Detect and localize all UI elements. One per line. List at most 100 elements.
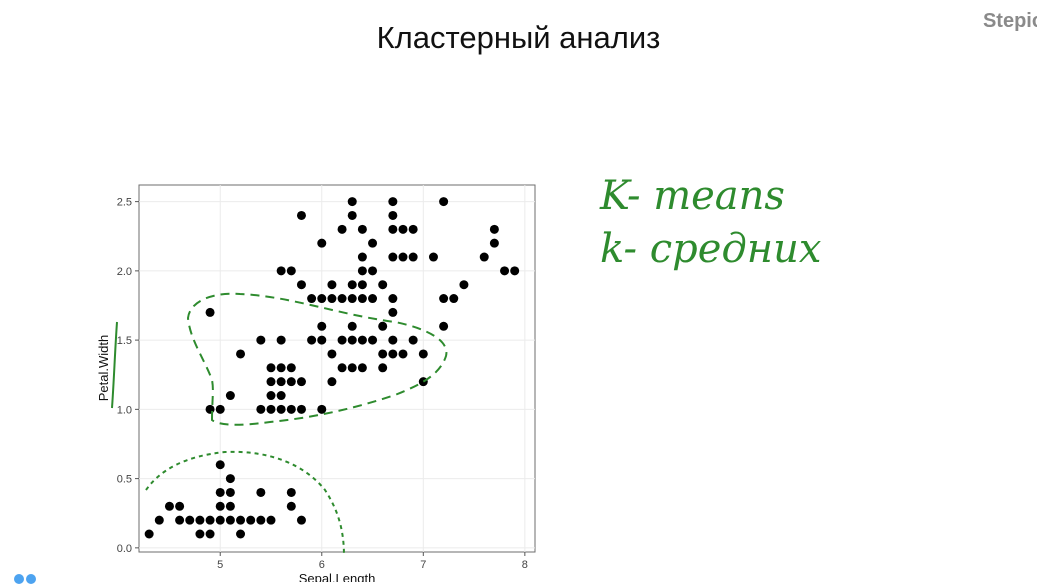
data-point xyxy=(225,474,235,484)
cluster-outline-lower xyxy=(145,450,345,557)
data-point xyxy=(296,210,306,220)
data-point xyxy=(307,294,317,304)
data-point xyxy=(296,404,306,414)
data-point xyxy=(378,349,388,359)
data-point xyxy=(317,404,327,414)
data-point xyxy=(357,294,367,304)
data-point xyxy=(276,404,286,414)
x-axis-label: Sepal.Length xyxy=(299,571,376,582)
data-point xyxy=(459,280,469,290)
data-points xyxy=(144,197,520,539)
data-point xyxy=(317,335,327,345)
data-point xyxy=(439,321,449,331)
data-point xyxy=(205,307,215,317)
data-point xyxy=(489,238,499,248)
y-tick-label: 0.5 xyxy=(117,474,132,486)
data-point xyxy=(154,515,164,525)
y-tick-label: 2.0 xyxy=(117,266,132,278)
slide-title: Кластерный анализ xyxy=(376,20,661,55)
y-axis-label: Petal.Width xyxy=(96,335,111,401)
data-point xyxy=(215,515,225,525)
data-point xyxy=(347,280,357,290)
x-tick-label: 5 xyxy=(217,559,223,571)
data-point xyxy=(286,363,296,373)
data-point xyxy=(368,335,378,345)
data-point xyxy=(236,349,246,359)
data-point xyxy=(418,349,428,359)
data-point xyxy=(225,501,235,511)
data-point xyxy=(388,224,398,234)
data-point xyxy=(195,515,205,525)
data-point xyxy=(398,349,408,359)
data-point xyxy=(347,321,357,331)
blue-dot-icon xyxy=(26,574,36,584)
data-point xyxy=(317,238,327,248)
data-point xyxy=(276,266,286,276)
data-point xyxy=(378,363,388,373)
data-point xyxy=(388,294,398,304)
data-point xyxy=(378,280,388,290)
data-point xyxy=(286,501,296,511)
data-point xyxy=(296,280,306,290)
data-point xyxy=(479,252,489,262)
data-point xyxy=(276,391,286,401)
data-point xyxy=(388,197,398,207)
data-point xyxy=(175,515,185,525)
data-point xyxy=(337,335,347,345)
y-tick-label: 0.0 xyxy=(117,543,132,555)
data-point xyxy=(347,335,357,345)
data-point xyxy=(439,197,449,207)
data-point xyxy=(327,280,337,290)
data-point xyxy=(205,529,215,539)
data-point xyxy=(256,487,266,497)
data-point xyxy=(236,529,246,539)
data-point xyxy=(317,321,327,331)
x-tick-label: 8 xyxy=(522,559,528,571)
data-point xyxy=(286,487,296,497)
data-point xyxy=(225,487,235,497)
data-point xyxy=(388,307,398,317)
data-point xyxy=(286,266,296,276)
data-point xyxy=(307,335,317,345)
data-point xyxy=(378,321,388,331)
data-point xyxy=(276,377,286,387)
data-point xyxy=(256,404,266,414)
data-point xyxy=(246,515,256,525)
annotation-k-srednih: k- средних xyxy=(600,226,821,272)
data-point xyxy=(185,515,195,525)
data-point xyxy=(388,349,398,359)
data-point xyxy=(195,529,205,539)
y-tick-label: 1.0 xyxy=(117,404,132,416)
data-point xyxy=(357,280,367,290)
data-point xyxy=(357,266,367,276)
data-point xyxy=(266,363,276,373)
data-point xyxy=(296,515,306,525)
data-point xyxy=(276,363,286,373)
data-point xyxy=(144,529,154,539)
data-point xyxy=(388,210,398,220)
data-point xyxy=(337,224,347,234)
y-tick-label: 2.5 xyxy=(117,197,132,209)
data-point xyxy=(215,404,225,414)
data-point xyxy=(388,335,398,345)
data-point xyxy=(327,377,337,387)
data-point xyxy=(256,515,266,525)
data-point xyxy=(317,294,327,304)
stepic-logo[interactable]: Stepic xyxy=(982,10,1037,32)
data-point xyxy=(266,404,276,414)
data-point xyxy=(439,294,449,304)
x-axis-ticks: 5 6 7 8 xyxy=(217,552,528,571)
data-point xyxy=(368,266,378,276)
data-point xyxy=(286,404,296,414)
plot-panel xyxy=(138,184,536,553)
data-point xyxy=(357,252,367,262)
data-point xyxy=(388,252,398,262)
data-point xyxy=(164,501,174,511)
data-point xyxy=(225,515,235,525)
data-point xyxy=(337,363,347,373)
data-point xyxy=(408,252,418,262)
data-point xyxy=(449,294,459,304)
data-point xyxy=(286,377,296,387)
